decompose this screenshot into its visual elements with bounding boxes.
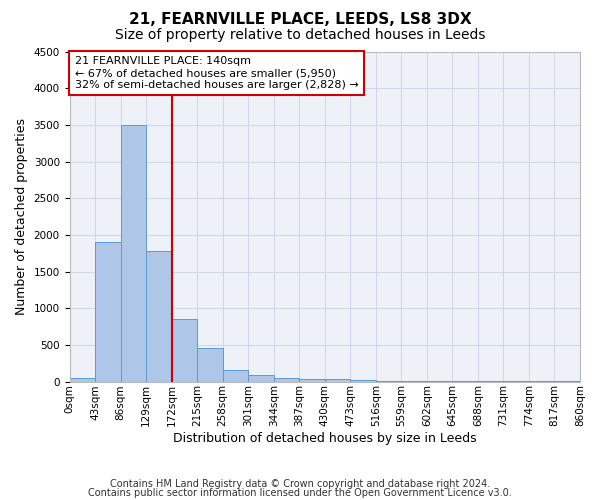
Bar	[350, 380, 376, 382]
Bar	[95, 242, 121, 382]
Bar	[70, 378, 95, 382]
Bar	[376, 381, 401, 382]
Bar	[274, 378, 299, 382]
Bar	[325, 380, 350, 382]
Bar	[172, 319, 197, 382]
Bar	[299, 378, 325, 382]
Text: 21 FEARNVILLE PLACE: 140sqm
← 67% of detached houses are smaller (5,950)
32% of : 21 FEARNVILLE PLACE: 140sqm ← 67% of det…	[74, 56, 358, 90]
Bar	[248, 375, 274, 382]
Bar	[121, 125, 146, 382]
Y-axis label: Number of detached properties: Number of detached properties	[15, 118, 28, 315]
X-axis label: Distribution of detached houses by size in Leeds: Distribution of detached houses by size …	[173, 432, 476, 445]
Text: 21, FEARNVILLE PLACE, LEEDS, LS8 3DX: 21, FEARNVILLE PLACE, LEEDS, LS8 3DX	[128, 12, 472, 28]
Text: Contains public sector information licensed under the Open Government Licence v3: Contains public sector information licen…	[88, 488, 512, 498]
Bar	[223, 370, 248, 382]
Text: Size of property relative to detached houses in Leeds: Size of property relative to detached ho…	[115, 28, 485, 42]
Bar	[197, 348, 223, 382]
Bar	[146, 251, 172, 382]
Text: Contains HM Land Registry data © Crown copyright and database right 2024.: Contains HM Land Registry data © Crown c…	[110, 479, 490, 489]
